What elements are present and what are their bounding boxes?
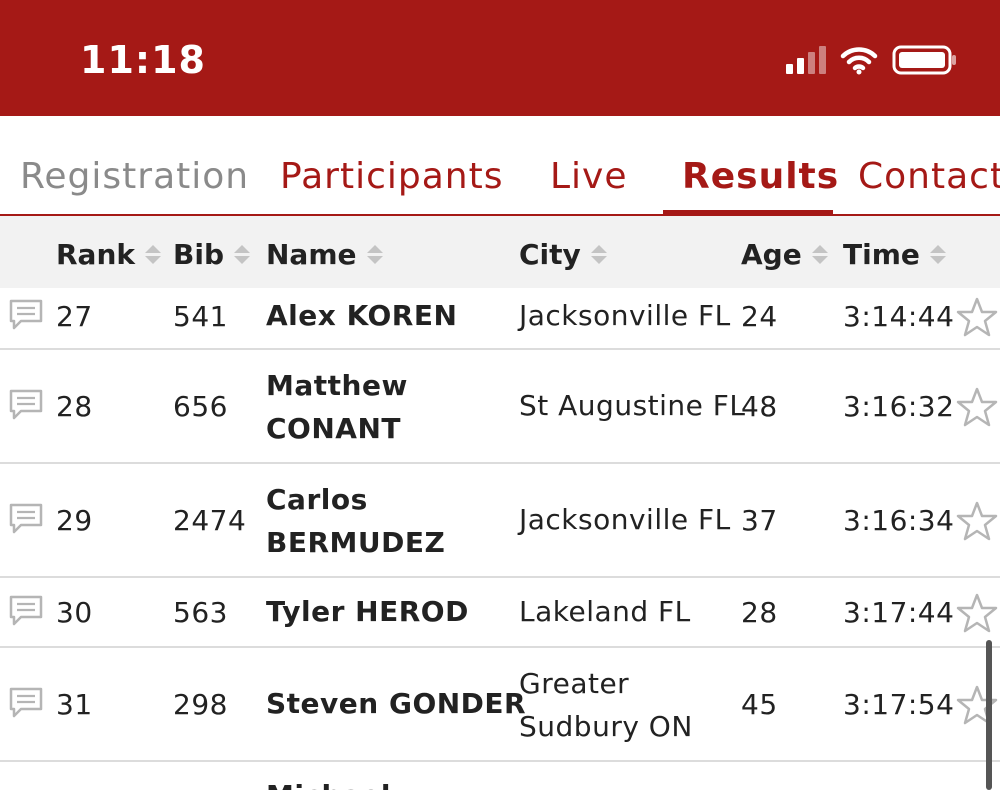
name-cell[interactable]: Steven GONDER [266, 682, 526, 725]
column-header-bib[interactable]: Bib [173, 238, 250, 271]
name-cell[interactable]: Matthew CONANT [266, 364, 408, 450]
column-header-time[interactable]: Time [843, 238, 946, 271]
city-line: St Augustine FL [519, 389, 746, 422]
name-line: Tyler HEROD [266, 595, 469, 628]
status-icons [786, 44, 958, 76]
sort-arrows-icon [233, 245, 250, 264]
city-line: Jacksonville FL [519, 503, 731, 536]
column-header-name[interactable]: Name [266, 238, 383, 271]
table-row[interactable]: 31 298 Steven GONDER Greater Sudbury ON … [0, 648, 1000, 762]
age-cell: 24 [741, 300, 778, 333]
table-row[interactable]: 30 563 Tyler HEROD Lakeland FL 28 3:17:4… [0, 578, 1000, 648]
name-cell[interactable]: Michael [266, 774, 391, 790]
city-cell: Lakeland FL [519, 590, 691, 633]
bib-cell: 541 [173, 300, 228, 333]
comment-icon[interactable] [8, 298, 44, 332]
name-line: Michael [266, 774, 391, 790]
name-line: CONANT [266, 412, 401, 445]
rank-cell: 31 [56, 688, 93, 721]
sort-arrows-icon [811, 245, 828, 264]
column-header-city[interactable]: City [519, 238, 607, 271]
column-header-label: Name [266, 238, 357, 271]
bib-cell: 656 [173, 390, 228, 423]
name-line: Matthew [266, 369, 408, 402]
battery-icon [892, 45, 956, 75]
city-line: Sudbury ON [519, 710, 693, 743]
name-line: Alex KOREN [266, 299, 458, 332]
tab-results[interactable]: Results [682, 156, 840, 197]
bib-cell: 298 [173, 688, 228, 721]
column-header-label: Time [843, 238, 920, 271]
column-header-label: City [519, 238, 581, 271]
age-cell: 45 [741, 688, 778, 721]
rank-cell: 28 [56, 390, 93, 423]
city-cell: Jacksonville FL [519, 294, 731, 337]
star-icon[interactable] [956, 386, 998, 428]
sort-arrows-icon [145, 245, 162, 264]
scrollbar[interactable] [986, 640, 992, 790]
column-header-rank[interactable]: Rank [56, 238, 162, 271]
sort-arrows-icon [366, 245, 383, 264]
tab-contact[interactable]: Contact [858, 156, 1000, 197]
age-cell: 28 [741, 596, 778, 629]
cellular-signal-icon [786, 46, 826, 74]
star-icon[interactable] [956, 500, 998, 542]
comment-icon[interactable] [8, 502, 44, 536]
comment-icon[interactable] [8, 686, 44, 720]
rank-cell: 30 [56, 596, 93, 629]
name-line: Carlos [266, 483, 368, 516]
time-cell: 3:16:34 [843, 504, 955, 537]
column-header-label: Bib [173, 238, 224, 271]
star-icon[interactable] [956, 296, 998, 338]
city-cell: Jacksonville FL [519, 498, 731, 541]
status-bar: 11:18 [0, 0, 1000, 116]
rank-cell: 27 [56, 300, 93, 333]
city-cell: Greater Sudbury ON [519, 662, 693, 748]
tab-registration[interactable]: Registration [20, 156, 250, 197]
table-row[interactable]: 27 541 Alex KOREN Jacksonville FL 24 3:1… [0, 288, 1000, 350]
active-tab-indicator [663, 210, 833, 215]
age-cell: 37 [741, 504, 778, 537]
name-cell[interactable]: Tyler HEROD [266, 590, 469, 633]
sort-arrows-icon [590, 245, 607, 264]
name-line: BERMUDEZ [266, 526, 446, 559]
wifi-icon [840, 47, 878, 75]
city-cell: St Augustine FL [519, 384, 746, 427]
sort-arrows-icon [929, 245, 946, 264]
column-header-label: Rank [56, 238, 136, 271]
table-row[interactable]: Michael [0, 762, 1000, 790]
comment-icon[interactable] [8, 594, 44, 628]
table-header: Rank Bib Name City Age Time [0, 216, 1000, 288]
tab-live[interactable]: Live [550, 156, 628, 197]
column-header-label: Age [741, 238, 802, 271]
table-row[interactable]: 28 656 Matthew CONANT St Augustine FL 48… [0, 350, 1000, 464]
time-cell: 3:14:44 [843, 300, 955, 333]
time-cell: 3:17:44 [843, 596, 955, 629]
name-cell[interactable]: Alex KOREN [266, 294, 457, 337]
name-line: Steven GONDER [266, 687, 527, 720]
column-header-age[interactable]: Age [741, 238, 828, 271]
time-cell: 3:16:32 [843, 390, 955, 423]
star-icon[interactable] [956, 592, 998, 634]
bib-cell: 2474 [173, 504, 247, 537]
city-line: Jacksonville FL [519, 299, 731, 332]
table-row[interactable]: 29 2474 Carlos BERMUDEZ Jacksonville FL … [0, 464, 1000, 578]
tab-participants[interactable]: Participants [280, 156, 504, 197]
age-cell: 48 [741, 390, 778, 423]
city-line: Lakeland FL [519, 595, 691, 628]
status-time: 11:18 [80, 38, 206, 82]
comment-icon[interactable] [8, 388, 44, 422]
bib-cell: 563 [173, 596, 228, 629]
tab-bar: Registration Participants Live Results C… [0, 116, 1000, 216]
rank-cell: 29 [56, 504, 93, 537]
name-cell[interactable]: Carlos BERMUDEZ [266, 478, 445, 564]
time-cell: 3:17:54 [843, 688, 955, 721]
city-line: Greater [519, 667, 630, 700]
